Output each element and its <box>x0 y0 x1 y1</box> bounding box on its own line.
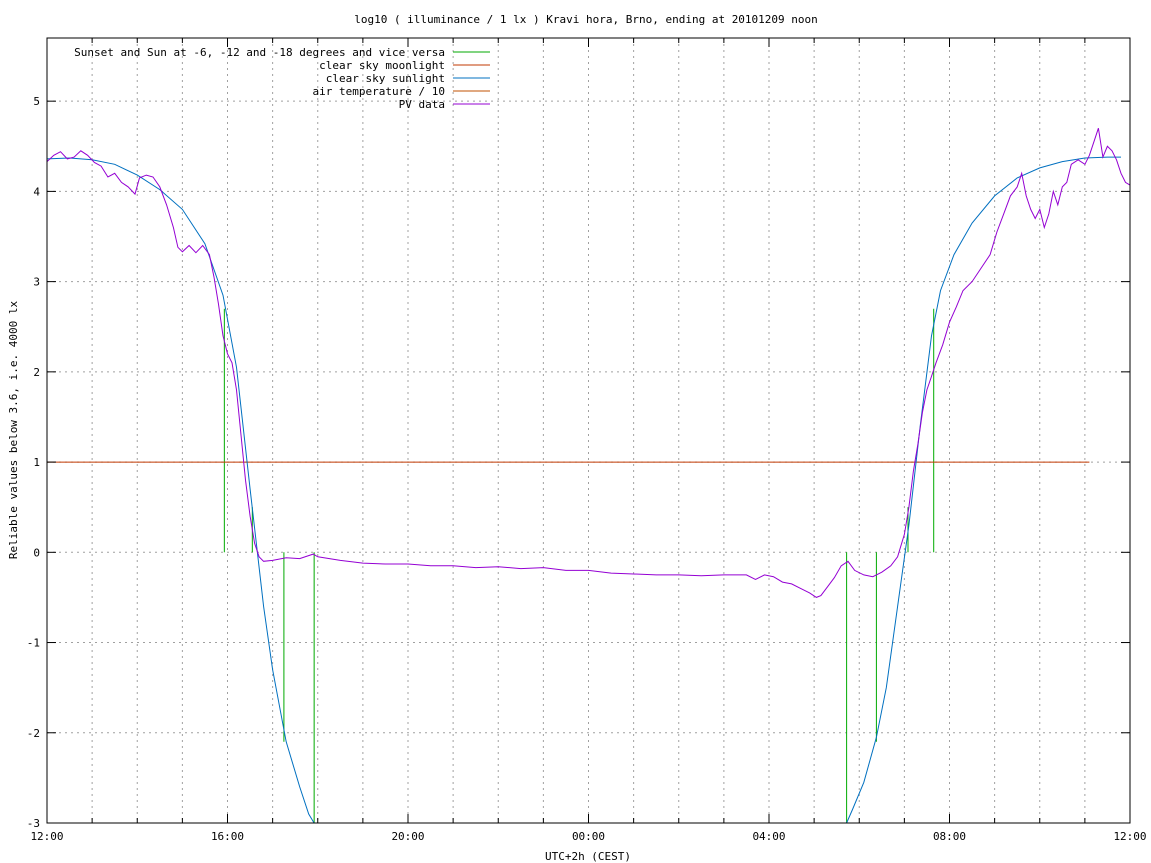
x-tick-label: 08:00 <box>933 830 966 843</box>
y-tick-label: 0 <box>33 546 40 559</box>
chart-title: log10 ( illuminance / 1 lx ) Kravi hora,… <box>354 13 818 26</box>
x-tick-label: 20:00 <box>391 830 424 843</box>
plot-area <box>46 128 1131 824</box>
legend: Sunset and Sun at -6, -12 and -18 degree… <box>74 46 490 111</box>
series-line-clear-sky-sunlight <box>46 156 1121 824</box>
x-axis-label: UTC+2h (CEST) <box>545 850 631 863</box>
y-tick-label: -2 <box>27 727 40 740</box>
y-tick-label: 1 <box>33 456 40 469</box>
y-tick-label: -3 <box>27 817 40 830</box>
y-axis-label: Reliable values below 3.6, i.e. 4000 lx <box>7 300 20 559</box>
legend-label: air temperature / 10 <box>313 85 445 98</box>
y-tick-label: 4 <box>33 185 40 198</box>
legend-label: clear sky sunlight <box>326 72 445 85</box>
y-tick-label: 3 <box>33 276 40 289</box>
legend-label: clear sky moonlight <box>319 59 445 72</box>
grid <box>47 38 1130 823</box>
axis-ticks: 12:00 16:00 20:00 00:00 04:00 08:00 12:00-3-2-… <box>27 38 1147 843</box>
x-tick-label: 00:00 <box>572 830 605 843</box>
x-tick-label: 04:00 <box>752 830 785 843</box>
x-tick-label: 16:00 <box>211 830 244 843</box>
y-tick-label: -1 <box>27 637 40 650</box>
y-tick-label: 2 <box>33 366 40 379</box>
x-tick-label: 12:00 <box>1113 830 1146 843</box>
y-tick-label: 5 <box>33 95 40 108</box>
legend-label: Sunset and Sun at -6, -12 and -18 degree… <box>74 46 445 59</box>
series-line-pv-data <box>46 128 1131 598</box>
x-tick-label: 12:00 <box>30 830 63 843</box>
legend-label: PV data <box>399 98 445 111</box>
